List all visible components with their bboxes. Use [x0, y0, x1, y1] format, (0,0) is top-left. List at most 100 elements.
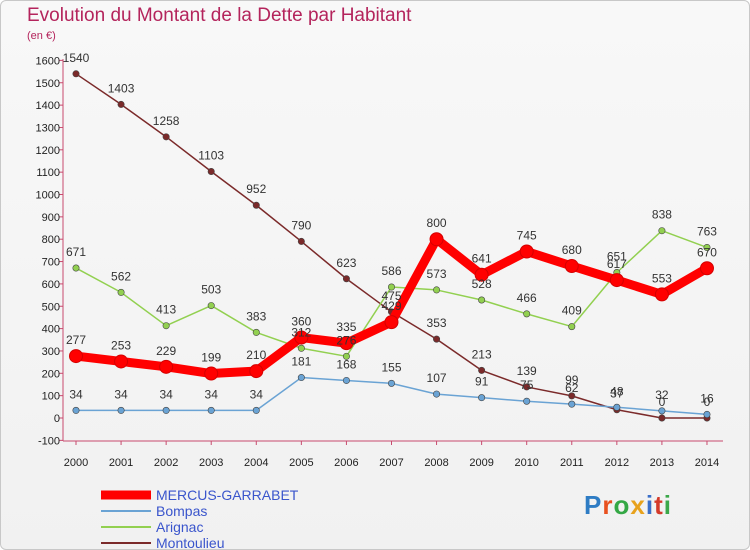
data-label: 107 [427, 371, 447, 385]
data-point [384, 315, 399, 330]
data-point [703, 243, 711, 251]
data-label: 1258 [153, 114, 180, 128]
data-label: 641 [472, 252, 492, 266]
x-tick-label: 2008 [424, 457, 448, 469]
data-label: 651 [607, 250, 627, 264]
data-label: 139 [517, 364, 537, 378]
data-point [342, 376, 350, 384]
y-tick-label: 100 [42, 391, 60, 403]
data-point [297, 374, 305, 382]
data-point [433, 390, 441, 398]
data-point [568, 392, 576, 400]
data-point [342, 275, 350, 283]
data-point [523, 397, 531, 405]
data-label: 617 [607, 257, 627, 271]
y-tick-label: -100 [38, 435, 60, 447]
data-point [207, 302, 215, 310]
y-tick-label: 200 [42, 368, 60, 380]
data-point [523, 383, 531, 391]
chart-subtitle: (en €) [27, 30, 56, 42]
x-tick-label: 2001 [109, 457, 133, 469]
brand-letter: o [613, 490, 631, 520]
data-point [429, 232, 444, 247]
data-label: 16 [700, 391, 714, 405]
legend-swatch [101, 490, 151, 500]
data-point [294, 330, 309, 345]
data-label: 790 [291, 218, 311, 232]
data-label: 0 [704, 395, 711, 409]
data-point [658, 414, 666, 422]
data-point [568, 323, 576, 331]
brand-letter: x [630, 490, 646, 520]
data-label: 0 [659, 395, 666, 409]
data-point [433, 335, 441, 343]
x-tick-label: 2005 [289, 457, 313, 469]
data-point [478, 366, 486, 374]
x-tick-label: 2014 [695, 457, 719, 469]
data-point [658, 227, 666, 235]
data-point [72, 70, 80, 78]
x-tick-label: 2002 [154, 457, 178, 469]
x-tick-label: 2006 [334, 457, 358, 469]
data-label: 838 [652, 208, 672, 222]
data-point [162, 133, 170, 141]
brand-letter: i [645, 490, 655, 520]
data-label: 99 [565, 373, 579, 387]
data-point [519, 244, 534, 259]
data-label: 91 [475, 375, 489, 389]
legend-label: Arignac [156, 519, 204, 535]
data-point [162, 322, 170, 330]
data-point [117, 406, 125, 414]
data-point [204, 366, 219, 381]
legend-item: Bompas [101, 503, 341, 519]
y-tick-label: 1300 [36, 122, 60, 134]
legend-swatch [101, 542, 151, 544]
legend-swatch [101, 510, 151, 512]
data-label: 312 [291, 325, 311, 339]
data-point [72, 406, 80, 414]
data-label: 413 [156, 303, 176, 317]
data-label: 34 [114, 387, 128, 401]
data-point [207, 406, 215, 414]
data-label: 213 [472, 347, 492, 361]
x-tick-label: 2004 [244, 457, 268, 469]
data-point [703, 410, 711, 418]
data-label: 800 [427, 216, 447, 230]
y-tick-label: 300 [42, 346, 60, 358]
data-point [564, 259, 579, 274]
data-point [654, 287, 669, 302]
x-tick-label: 2011 [560, 457, 584, 469]
legend-item: MERCUS-GARRABET [101, 487, 341, 503]
y-tick-label: 1100 [36, 167, 60, 179]
data-label: 168 [336, 357, 356, 371]
y-tick-label: 1500 [36, 78, 60, 90]
data-label: 671 [66, 245, 86, 259]
chart-legend: MERCUS-GARRABET Bompas Arignac Montoulieu [101, 487, 341, 549]
data-label: 383 [246, 309, 266, 323]
data-label: 670 [697, 245, 717, 259]
data-label: 75 [520, 378, 534, 392]
data-label: 1103 [198, 148, 224, 162]
data-point [117, 288, 125, 296]
data-label: 573 [427, 267, 447, 281]
data-label: 276 [336, 333, 356, 347]
y-tick-label: 1600 [36, 55, 60, 67]
data-label: 34 [205, 387, 219, 401]
data-point [658, 407, 666, 415]
data-point [699, 261, 714, 276]
data-point [568, 400, 576, 408]
data-point [523, 310, 531, 318]
data-label: 181 [291, 355, 311, 369]
y-tick-label: 1400 [36, 100, 60, 112]
data-label: 466 [517, 291, 537, 305]
data-label: 34 [159, 387, 173, 401]
x-tick-label: 2003 [199, 457, 223, 469]
proxiti-logo: Proxiti [584, 490, 672, 521]
x-tick-label: 2013 [650, 457, 674, 469]
data-label: 429 [381, 299, 401, 313]
data-label: 745 [517, 228, 537, 242]
data-label: 952 [246, 182, 266, 196]
data-point [297, 237, 305, 245]
data-label: 586 [381, 264, 401, 278]
